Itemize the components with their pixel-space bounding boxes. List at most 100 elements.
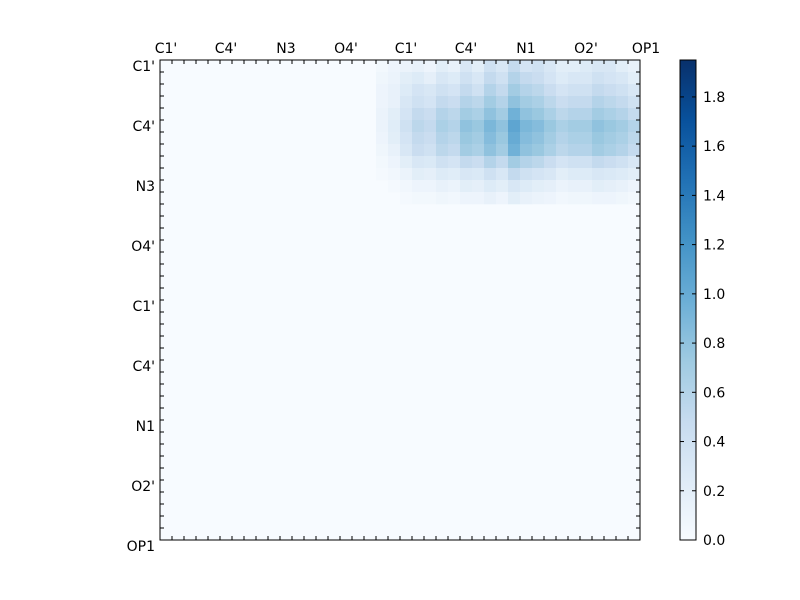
heatmap-cell — [604, 180, 617, 193]
heatmap-cell — [520, 168, 533, 181]
heatmap-cell — [400, 156, 413, 169]
heatmap-cell — [460, 180, 473, 193]
y-tick-label: O4' — [131, 239, 155, 255]
heatmap-cell — [496, 132, 509, 145]
heatmap-cell — [424, 156, 437, 169]
x-tick-label: O4' — [334, 41, 358, 57]
heatmap-cell — [604, 144, 617, 157]
heatmap-cell — [376, 120, 389, 133]
heatmap-cell — [376, 156, 389, 169]
heatmap-cell — [604, 192, 617, 205]
heatmap-cell — [448, 132, 461, 145]
heatmap-cell — [388, 132, 401, 145]
heatmap-cell — [532, 180, 545, 193]
heatmap-cell — [472, 144, 485, 157]
heatmap-cell — [388, 180, 401, 193]
colorbar-tick-label: 0.4 — [703, 435, 725, 451]
heatmap-cell — [424, 120, 437, 133]
heatmap-cell — [376, 168, 389, 181]
heatmap-cell — [472, 60, 485, 73]
heatmap-cell — [520, 156, 533, 169]
colorbar-ticks: 0.0 0.2 0.4 0.6 0.8 1.0 1.2 1.4 1.6 1.8 — [680, 90, 725, 549]
heatmap-cell — [484, 180, 497, 193]
heatmap-cell — [568, 180, 581, 193]
heatmap-cell — [520, 144, 533, 157]
heatmap-cell — [412, 132, 425, 145]
heatmap-cell — [592, 156, 605, 169]
heatmap-cell — [544, 84, 557, 97]
heatmap-cell — [604, 72, 617, 85]
x-tick-label: N1 — [516, 41, 535, 57]
colorbar-tick-label: 1.8 — [703, 90, 725, 106]
heatmap-cell — [604, 60, 617, 73]
heatmap-cell — [592, 180, 605, 193]
colorbar-tick-label: 1.0 — [703, 287, 725, 303]
x-tick-label: C4' — [215, 41, 238, 57]
heatmap-cell — [496, 60, 509, 73]
heatmap-cell — [496, 72, 509, 85]
heatmap-cell — [568, 168, 581, 181]
heatmap-cell — [628, 96, 641, 109]
x-tick-label: C1' — [395, 41, 418, 57]
heatmap-cell — [580, 156, 593, 169]
heatmap-cell — [436, 192, 449, 205]
heatmap-cell — [628, 192, 641, 205]
x-tick-labels: C1' C4' N3 O4' C1' C4' N1 O2' OP1 — [155, 41, 660, 57]
heatmap-cell — [496, 156, 509, 169]
heatmap-cell — [400, 60, 413, 73]
heatmap-cell — [628, 180, 641, 193]
heatmap-cell — [412, 60, 425, 73]
heatmap-cell — [448, 168, 461, 181]
heatmap-cell — [556, 132, 569, 145]
heatmap-cell — [556, 144, 569, 157]
heatmap-cell — [532, 96, 545, 109]
heatmap-cell — [424, 180, 437, 193]
heatmap-cell — [460, 96, 473, 109]
heatmap-cell — [388, 156, 401, 169]
heatmap-cell — [472, 132, 485, 145]
heatmap-cell — [484, 96, 497, 109]
heatmap-cell — [448, 192, 461, 205]
heatmap-cell — [484, 144, 497, 157]
heatmap-cell — [556, 192, 569, 205]
heatmap-cell — [460, 120, 473, 133]
heatmap-cell — [460, 60, 473, 73]
heatmap-cell — [436, 60, 449, 73]
heatmap-cell — [376, 72, 389, 85]
heatmap-cell — [472, 108, 485, 121]
heatmap-cell — [580, 84, 593, 97]
heatmap-cell — [580, 72, 593, 85]
heatmap-cell — [424, 144, 437, 157]
heatmap-cell — [568, 84, 581, 97]
heatmap-cell — [520, 108, 533, 121]
heatmap-cell — [592, 192, 605, 205]
heatmap-cell — [580, 120, 593, 133]
heatmap-cell — [628, 144, 641, 157]
heatmap-cell — [436, 156, 449, 169]
heatmap-cell — [496, 120, 509, 133]
heatmap-cell — [412, 84, 425, 97]
heatmap-cell — [544, 144, 557, 157]
heatmap-cell — [568, 192, 581, 205]
y-tick-label: OP1 — [127, 539, 155, 555]
heatmap-cell — [508, 84, 521, 97]
heatmap-cell — [424, 168, 437, 181]
heatmap-cell — [400, 96, 413, 109]
heatmap-cell — [628, 156, 641, 169]
heatmap-cell — [532, 120, 545, 133]
heatmap-cell — [628, 120, 641, 133]
heatmap-cell — [520, 72, 533, 85]
heatmap-cell — [412, 144, 425, 157]
heatmap-cell — [520, 132, 533, 145]
heatmap-cell — [544, 132, 557, 145]
heatmap-cell — [556, 84, 569, 97]
heatmap-cell — [388, 120, 401, 133]
colorbar-tick-label: 0.8 — [703, 336, 725, 352]
heatmap-cell — [424, 84, 437, 97]
heatmap-cell — [580, 168, 593, 181]
heatmap-cell — [580, 144, 593, 157]
heatmap-cell — [448, 144, 461, 157]
heatmap-cell — [376, 108, 389, 121]
heatmap-cell — [388, 96, 401, 109]
heatmap-cell — [508, 120, 521, 133]
